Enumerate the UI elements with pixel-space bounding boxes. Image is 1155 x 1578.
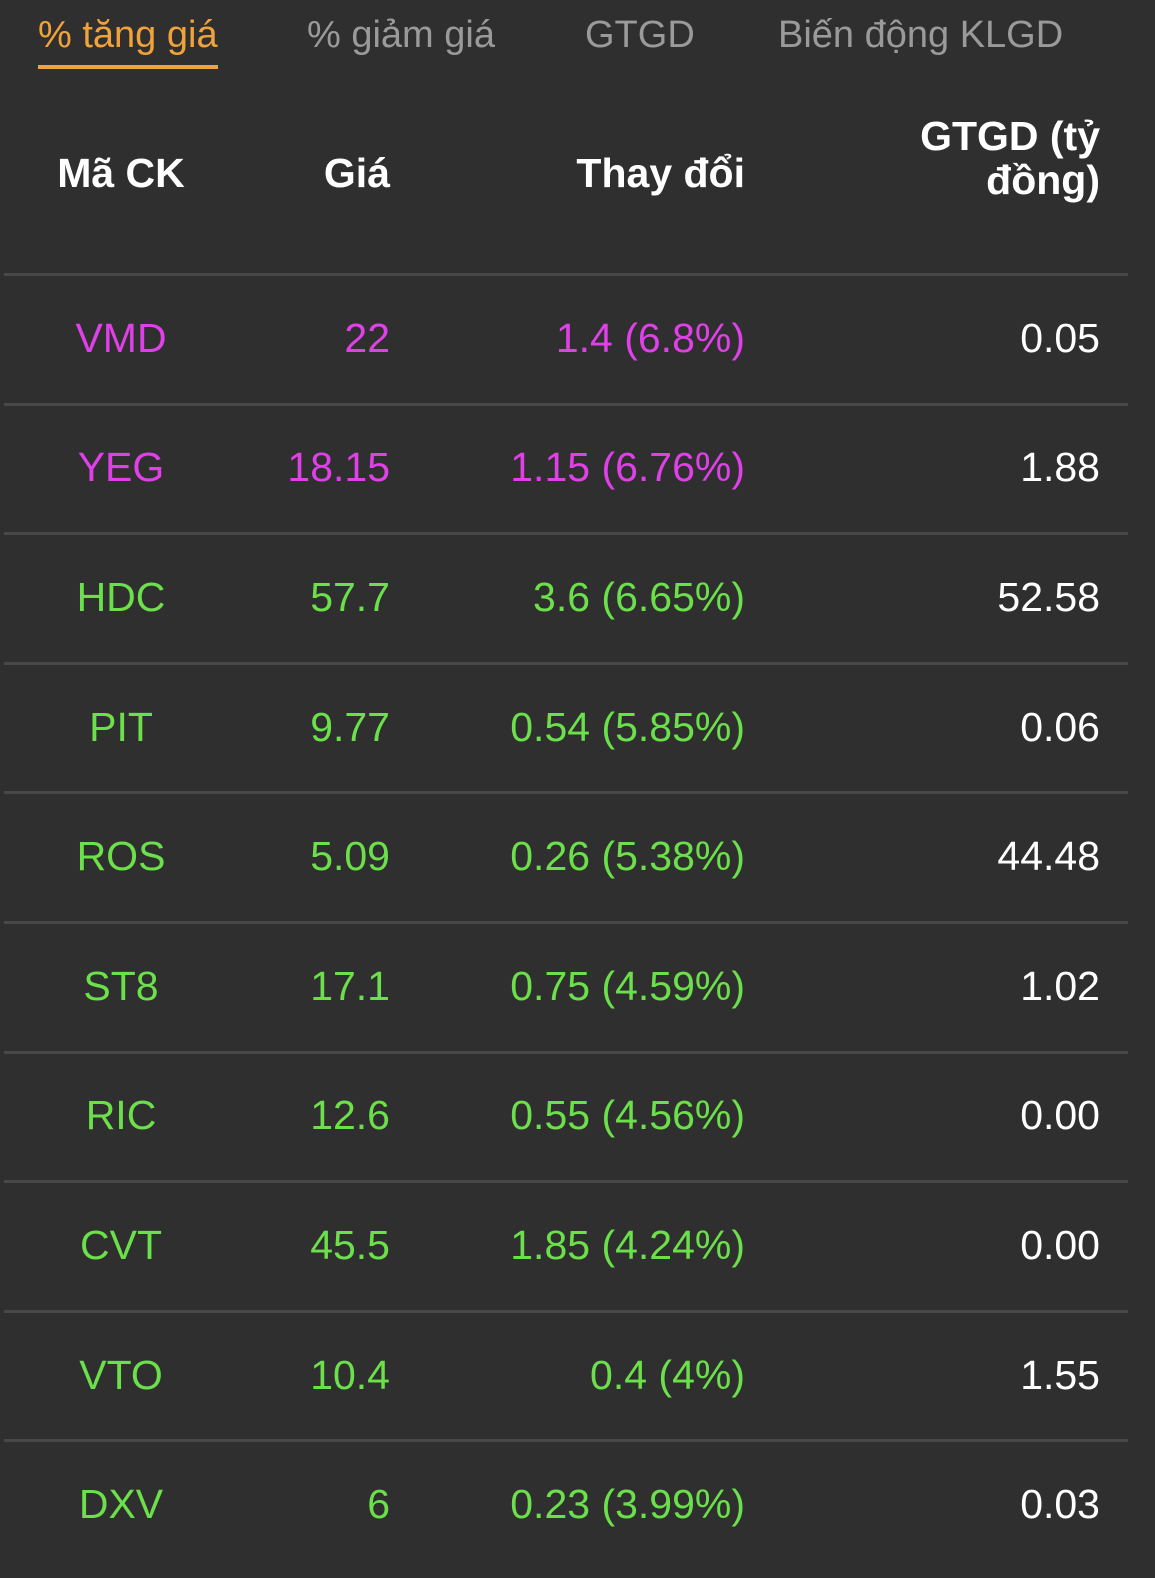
column-header: Thay đổi — [576, 150, 745, 196]
change: 0.4 (4%) — [590, 1351, 745, 1398]
separator — [4, 1180, 1128, 1184]
price: 57.7 — [310, 574, 390, 620]
change: 0.26 (5.38%) — [510, 833, 745, 880]
change: 1.4 (6.8%) — [555, 314, 745, 361]
stock-code: VTO — [79, 1351, 163, 1398]
column-header: GTGD (tỷ đồng) — [920, 113, 1100, 203]
stock-code: RIC — [85, 1092, 157, 1139]
stock-code: VMD — [75, 314, 167, 361]
stock-code: ROS — [76, 833, 166, 880]
change: 0.54 (5.85%) — [510, 703, 745, 750]
trade-value: 1.55 — [1020, 1351, 1100, 1398]
trade-value: 0.03 — [1020, 1481, 1100, 1528]
price: 5.09 — [310, 833, 390, 880]
trade-value: 0.06 — [1020, 703, 1100, 750]
change: 3.6 (6.65%) — [533, 574, 745, 620]
trade-value: 0.00 — [1020, 1222, 1100, 1268]
stock-code: CVT — [80, 1222, 162, 1268]
price: 18.15 — [287, 444, 390, 491]
separator — [4, 791, 1128, 795]
price: 45.5 — [310, 1222, 390, 1268]
price: 10.4 — [310, 1351, 390, 1398]
separator — [4, 532, 1128, 536]
trade-value: 0.00 — [1020, 1092, 1100, 1139]
change: 0.55 (4.56%) — [510, 1092, 745, 1139]
change: 1.85 (4.24%) — [510, 1222, 745, 1268]
change: 1.15 (6.76%) — [510, 444, 745, 491]
column-header: Mã CK — [57, 150, 185, 196]
trade-value: 1.88 — [1020, 444, 1100, 491]
separator — [4, 1439, 1128, 1443]
separator — [4, 402, 1128, 406]
change: 0.75 (4.59%) — [510, 962, 745, 1009]
price: 17.1 — [310, 962, 390, 1009]
separator — [4, 273, 1128, 276]
price: 22 — [344, 314, 390, 361]
trade-value: 44.48 — [997, 833, 1100, 880]
tab[interactable]: % tăng giá — [38, 14, 218, 69]
separator — [4, 1050, 1128, 1054]
change: 0.23 (3.99%) — [510, 1481, 745, 1528]
trade-value: 0.05 — [1020, 314, 1100, 361]
price: 12.6 — [310, 1092, 390, 1139]
stock-code: YEG — [77, 444, 165, 491]
column-header: Giá — [323, 150, 390, 196]
trade-value: 1.02 — [1020, 962, 1100, 1009]
stock-code: DXV — [78, 1481, 164, 1528]
stock-code: HDC — [76, 574, 166, 620]
separator — [4, 661, 1128, 665]
tab[interactable]: Biến động KLGD — [778, 14, 1064, 56]
tab[interactable]: GTGD — [585, 14, 695, 56]
price: 6 — [367, 1481, 390, 1528]
tab[interactable]: % giảm giá — [307, 14, 495, 56]
separator — [4, 921, 1128, 924]
trade-value: 52.58 — [997, 574, 1100, 620]
stock-code: ST8 — [83, 962, 159, 1009]
price: 9.77 — [310, 703, 390, 750]
separator — [4, 1309, 1128, 1313]
stock-code: PIT — [89, 703, 153, 750]
